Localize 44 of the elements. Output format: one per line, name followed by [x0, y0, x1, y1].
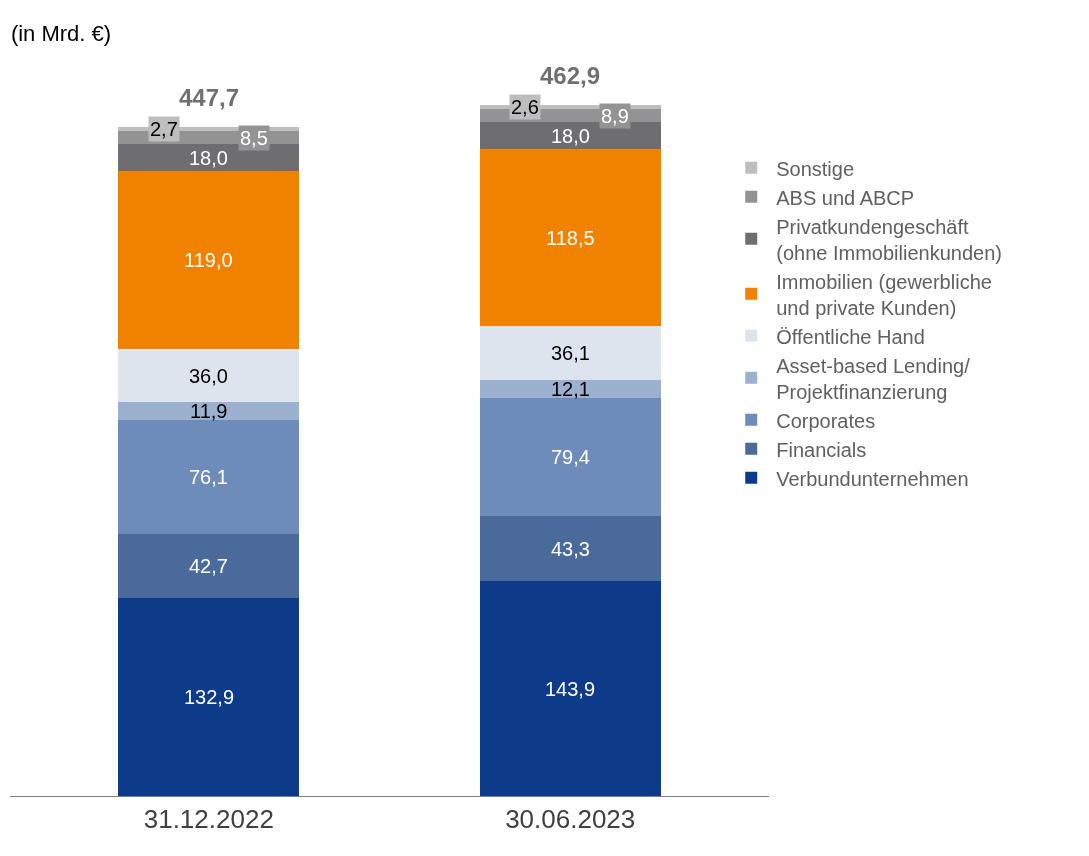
bar: [118, 402, 300, 421]
data-label: 11,9: [190, 400, 228, 422]
total-label: 462,9: [540, 62, 601, 89]
data-label: 2,6: [511, 96, 539, 118]
legend-label: Financials: [776, 438, 867, 461]
bar: [118, 348, 300, 403]
bar: [479, 397, 661, 517]
data-label: 79,4: [551, 446, 590, 468]
legend-label: ABS und ABCP: [776, 186, 915, 209]
legend-label: Verbundunternehmen: [776, 467, 969, 490]
legend-label: Öffentliche Hand: [776, 325, 925, 348]
data-label: 42,7: [189, 555, 228, 577]
bar: [479, 149, 661, 326]
data-label: 36,0: [189, 365, 228, 387]
bar: [118, 170, 300, 349]
data-label: 118,5: [546, 227, 595, 249]
data-label: 8,9: [601, 105, 629, 127]
data-label: 43,3: [551, 538, 590, 560]
data-label: 132,9: [184, 686, 235, 708]
bar: [479, 325, 661, 380]
bar: [479, 581, 661, 796]
legend-label: Sonstige: [776, 157, 855, 180]
data-label: 18,0: [551, 125, 590, 147]
legend-label: Corporates: [776, 409, 876, 432]
bar: [118, 420, 300, 534]
legend-label: Asset-based Lending/ Projektfinanzierung: [776, 354, 971, 403]
data-label: 119,0: [184, 249, 233, 271]
legend-label: Privatkundengeschäft (ohne Immobilienkunden): [776, 215, 1002, 264]
data-label: 2,7: [150, 118, 178, 140]
bar: [118, 597, 300, 796]
bar: [479, 516, 661, 582]
data-label: 76,1: [189, 466, 228, 488]
chart-title: (in Mrd. €): [10, 21, 112, 47]
data-label: 143,9: [545, 678, 596, 700]
bar: [118, 533, 300, 598]
data-label: 36,1: [551, 342, 590, 364]
legend-label: Immobilien (gewerbliche und private Kunden): [776, 270, 992, 319]
total-label: 447,7: [179, 84, 240, 111]
data-label: 8,5: [240, 127, 268, 149]
data-label: 18,0: [189, 147, 228, 169]
data-label: 12,1: [551, 378, 590, 400]
x-tick-label: 31.12.2022: [143, 804, 274, 835]
x-tick-label: 30.06.2023: [505, 804, 636, 835]
bar: [479, 379, 661, 398]
